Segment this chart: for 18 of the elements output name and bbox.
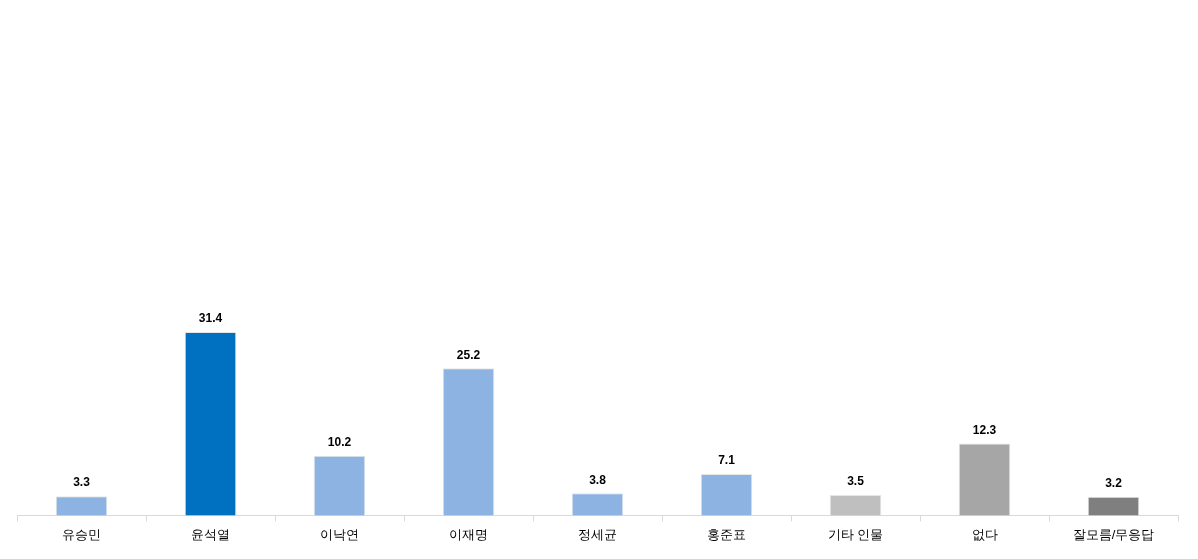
- x-tick-label: 잘모름/무응답: [1072, 526, 1155, 542]
- x-tick-label: 기타 인물: [827, 526, 884, 542]
- data-label: 12.3: [972, 422, 997, 437]
- data-label: 7.1: [718, 453, 736, 468]
- data-label: 31.4: [198, 311, 223, 326]
- data-label: 3.8: [589, 472, 607, 487]
- x-tick-label: 유승민: [62, 526, 101, 542]
- data-label: 3.3: [73, 475, 91, 490]
- data-label: 10.2: [327, 435, 352, 450]
- data-label: 3.5: [847, 474, 865, 489]
- x-tick-label: 이재명: [449, 526, 488, 542]
- data-label: 25.2: [456, 347, 481, 362]
- x-tick-label: 이낙연: [320, 526, 359, 542]
- x-tick-label: 정세균: [578, 526, 617, 542]
- x-tick-label: 홍준표: [707, 526, 746, 542]
- data-label: 3.2: [1105, 476, 1123, 491]
- x-tick-label: 없다: [971, 526, 998, 542]
- x-tick-label: 윤석열: [191, 526, 230, 542]
